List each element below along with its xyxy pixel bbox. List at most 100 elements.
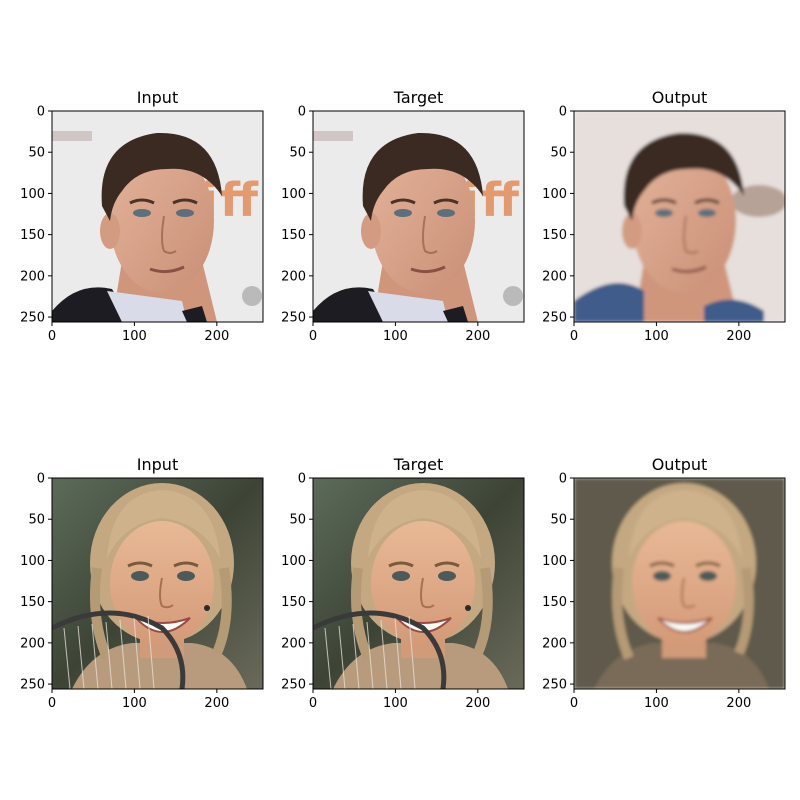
x-tick-label: 0	[309, 329, 317, 344]
panel-photo	[574, 111, 785, 322]
eyebrow	[388, 561, 414, 568]
nose	[683, 215, 699, 254]
eyebrow	[434, 561, 460, 568]
mouth	[149, 265, 185, 274]
x-tick-label: 100	[644, 329, 669, 344]
eyebrow	[129, 198, 155, 205]
hair	[101, 132, 222, 221]
ear	[622, 213, 642, 249]
braid	[473, 567, 493, 655]
earring	[204, 605, 210, 611]
y-tick-label: 150	[281, 228, 306, 243]
y-tick-label: 100	[20, 187, 45, 202]
y-tick-label: 150	[20, 595, 45, 610]
y-tick-label: 50	[289, 146, 306, 161]
eye	[131, 571, 149, 581]
image-panel: Input iff 0 100 200 0 50 100 150 200 250	[20, 88, 264, 344]
image-panel: Input 0 100 200 0 50 100 150 200 250	[20, 455, 264, 711]
y-tick-label: 50	[28, 513, 45, 528]
y-tick-label: 0	[298, 472, 306, 487]
panel-photo: iff	[313, 111, 524, 322]
panel-title: Input	[137, 455, 178, 474]
y-tick-label: 0	[37, 472, 45, 487]
panel-photo	[313, 478, 524, 689]
backdrop-logo-glyph: f	[499, 173, 520, 227]
x-tick-label: 100	[383, 329, 408, 344]
hair	[107, 490, 220, 558]
axes-frame	[51, 477, 264, 690]
racket-string	[119, 619, 127, 689]
eyebrow	[173, 561, 199, 568]
nose	[161, 215, 177, 254]
eye	[653, 571, 671, 581]
racket-string	[147, 615, 155, 689]
y-tick-label: 50	[550, 513, 567, 528]
backdrop-mark	[503, 286, 523, 306]
racket-string	[366, 621, 374, 689]
eye	[392, 571, 410, 581]
mouth	[410, 265, 446, 274]
x-tick-label: 0	[48, 329, 56, 344]
backdrop-logo-glyph: f	[220, 173, 241, 227]
x-tick-label: 0	[48, 696, 56, 711]
backdrop-text-strip	[52, 131, 92, 141]
axes-frame	[51, 110, 264, 323]
eyebrow	[127, 561, 153, 568]
racket-string	[408, 615, 416, 689]
nose	[422, 215, 438, 254]
shoulders	[333, 643, 508, 689]
braid	[734, 567, 754, 655]
y-tick-label: 200	[542, 269, 567, 284]
x-tick-label: 100	[644, 696, 669, 711]
eye	[394, 209, 412, 217]
earring	[465, 605, 471, 611]
eye	[176, 209, 194, 217]
y-tick-label: 0	[37, 105, 45, 120]
braid	[212, 567, 232, 655]
y-tick-label: 150	[542, 228, 567, 243]
panel-photo	[574, 478, 785, 689]
shoulders	[594, 643, 769, 689]
backdrop-logo-glyph: f	[481, 173, 502, 227]
background-smudge	[731, 185, 785, 217]
nose	[159, 577, 174, 609]
eye	[698, 209, 716, 217]
x-tick-label: 200	[465, 696, 490, 711]
y-tick-label: 250	[281, 678, 306, 693]
racket-string	[352, 623, 360, 689]
y-tick-label: 100	[20, 554, 45, 569]
y-tick-label: 100	[542, 554, 567, 569]
racket-string	[380, 619, 388, 689]
face	[371, 149, 475, 293]
y-tick-label: 250	[281, 311, 306, 326]
eye	[177, 571, 195, 581]
racket-frame	[52, 610, 186, 689]
x-tick-label: 200	[726, 329, 751, 344]
nose	[420, 577, 435, 609]
hair	[362, 132, 483, 221]
nose	[681, 577, 696, 609]
braid	[611, 567, 634, 660]
axes-frame	[573, 110, 786, 323]
x-tick-label: 100	[383, 696, 408, 711]
eyebrow	[695, 561, 721, 568]
image-panel: Output 0 100 200 0 50 100 150 200 250	[542, 455, 786, 711]
y-tick-label: 0	[559, 472, 567, 487]
smile	[657, 617, 713, 633]
y-tick-label: 250	[542, 311, 567, 326]
hair	[368, 490, 481, 558]
eye	[699, 571, 717, 581]
image-panel: Target iff 0 100 200 0 50 100 150 200 250	[281, 88, 525, 344]
x-tick-label: 200	[204, 329, 229, 344]
image-panel: Output 0 100 200 0 50 100 150 200 250	[542, 88, 786, 344]
x-tick-label: 100	[122, 329, 147, 344]
eyebrow	[172, 198, 198, 205]
y-tick-label: 150	[281, 595, 306, 610]
x-tick-label: 200	[465, 329, 490, 344]
jacket	[182, 306, 207, 322]
jacket	[574, 283, 644, 322]
y-tick-label: 200	[281, 636, 306, 651]
shoulders	[72, 643, 247, 689]
racket-string	[133, 617, 141, 689]
x-tick-label: 0	[570, 696, 578, 711]
